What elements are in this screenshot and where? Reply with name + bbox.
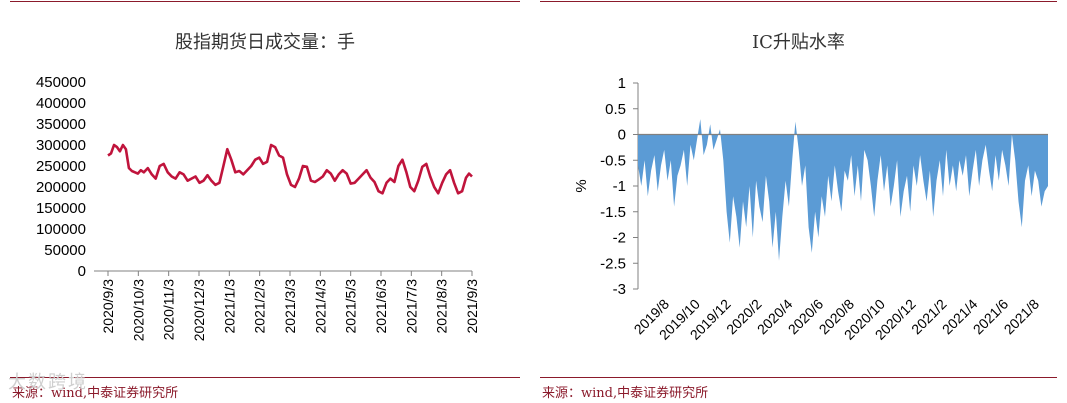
source-note: 来源：wind,中泰证券研究所 bbox=[542, 386, 709, 401]
y-tick-label: -0.5 bbox=[600, 152, 626, 169]
y-tick-label: 350000 bbox=[36, 116, 86, 133]
x-tick-label: 2021/4/3 bbox=[312, 279, 328, 334]
volume-line-chart: 0 50000 100000 150000 200000 250000 300000 3500… bbox=[36, 74, 480, 341]
bottom-rule bbox=[10, 377, 520, 378]
y-tick-label: 400000 bbox=[36, 95, 86, 112]
y-tick-label: 100000 bbox=[36, 221, 86, 238]
x-tick-label: 2021/5/3 bbox=[343, 279, 359, 334]
y-tick-label: 0.5 bbox=[605, 101, 626, 118]
x-tick-label: 2020/9/3 bbox=[100, 279, 116, 334]
x-tick-label: 2021/7/3 bbox=[403, 279, 419, 334]
right-chart-panel: IC升贴水率 1 0.5 0 -0.5 -1 -1.5 -2 -2.5 -3% 2019/8 201… bbox=[530, 0, 1067, 403]
y-tick-label: 200000 bbox=[36, 179, 86, 196]
x-tick-label: 2021/9/3 bbox=[464, 279, 480, 334]
volume-series-line bbox=[107, 143, 473, 195]
ic-basis-area-chart: 10.50-0.5-1-1.5-2-2.5-3%2019/82019/10201… bbox=[573, 75, 1048, 343]
y-tick-label: 0 bbox=[618, 127, 626, 144]
y-tick-label: 300000 bbox=[36, 137, 86, 154]
y-tick-label: 50000 bbox=[44, 242, 86, 259]
y-tick-label: 0 bbox=[78, 263, 86, 280]
watermark: 大数跨境 bbox=[8, 372, 88, 393]
y-axis-label: % bbox=[573, 179, 590, 192]
x-tick-label: 2020/10/3 bbox=[130, 279, 146, 341]
y-tick-label: 450000 bbox=[36, 74, 86, 91]
x-tick-label: 2021/6/3 bbox=[373, 279, 389, 334]
x-tick-label: 2020/12/3 bbox=[191, 279, 207, 341]
y-tick-label: 150000 bbox=[36, 200, 86, 217]
y-tick-label: -1 bbox=[613, 178, 626, 195]
x-tick-label: 2021/8 bbox=[1001, 296, 1043, 338]
x-tick-label: 2021/1/3 bbox=[221, 279, 237, 334]
y-tick-label: -2.5 bbox=[600, 255, 626, 272]
basis-area-series bbox=[638, 119, 1048, 261]
y-tick-label: -3 bbox=[613, 281, 626, 298]
source-note: 来源：wind,中泰证券研究所 bbox=[12, 386, 179, 401]
x-tick-label: 2021/8/3 bbox=[434, 279, 450, 334]
y-tick-label: 1 bbox=[618, 75, 626, 92]
top-rule bbox=[540, 1, 1057, 2]
x-tick-label: 2020/11/3 bbox=[161, 279, 177, 340]
top-rule bbox=[10, 1, 520, 2]
chart-title: 股指期货日成交量：手 bbox=[175, 32, 355, 53]
bottom-rule bbox=[540, 377, 1057, 378]
x-tick-label: 2021/2/3 bbox=[252, 279, 268, 334]
x-tick-label: 2021/3/3 bbox=[282, 279, 298, 334]
left-chart-panel: 股指期货日成交量：手 0 50000 100000 150000 200000 25000… bbox=[0, 0, 530, 403]
y-tick-label: 250000 bbox=[36, 158, 86, 175]
chart-title: IC升贴水率 bbox=[752, 32, 845, 53]
y-tick-label: -1.5 bbox=[600, 204, 626, 221]
y-tick-label: -2 bbox=[613, 230, 626, 247]
